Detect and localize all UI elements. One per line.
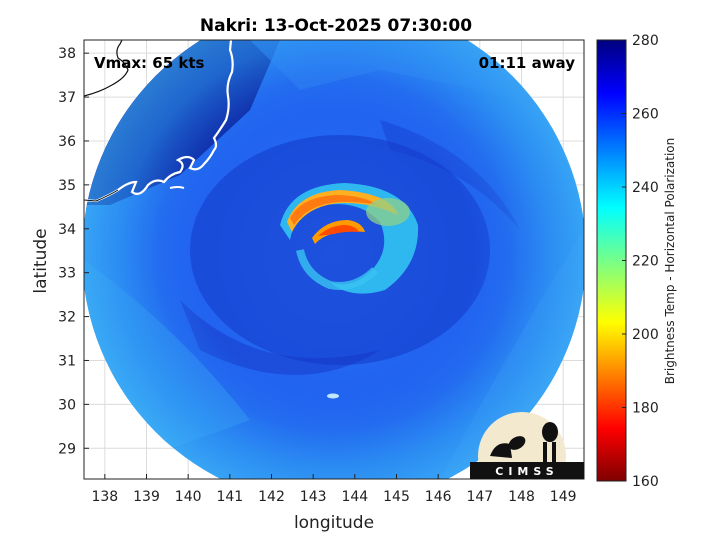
coastline (84, 40, 234, 203)
microwave-swath (84, 40, 584, 479)
x-tick-label: 146 (425, 489, 452, 505)
plot-area (84, 40, 584, 479)
colorbar-tick-label: 200 (632, 327, 659, 343)
x-axis-ticks: 138 139 140 141 142 143 144 145 146 147 148 149 (91, 474, 577, 505)
colorbar-ticks: 160 180 200 220 240 260 280 (622, 33, 659, 490)
chart-title: Nakri: 13-Oct-2025 07:30:00 (200, 16, 472, 36)
x-tick-label: 138 (91, 489, 118, 505)
x-axis-label: longitude (294, 513, 374, 533)
y-tick-label: 31 (58, 353, 76, 369)
colorbar-tick-label: 180 (632, 401, 659, 417)
x-tick-label: 144 (341, 489, 368, 505)
storm-core (280, 183, 419, 294)
x-tick-label: 141 (216, 489, 243, 505)
colorbar-tick-label: 240 (632, 180, 659, 196)
y-tick-label: 32 (58, 310, 76, 326)
y-tick-label: 29 (58, 441, 76, 457)
x-tick-label: 139 (133, 489, 160, 505)
logo-text: CIMSS (495, 465, 558, 478)
y-axis-ticks: 29 30 31 32 33 34 35 36 37 38 (58, 46, 89, 457)
x-tick-label: 149 (550, 489, 577, 505)
y-tick-label: 36 (58, 134, 76, 150)
x-tick-label: 145 (383, 489, 410, 505)
colorbar-tick-label: 220 (632, 254, 659, 270)
y-tick-label: 30 (58, 397, 76, 413)
y-tick-label: 35 (58, 178, 76, 194)
colorbar-tick-label: 160 (632, 474, 659, 490)
cimss-logo: CIMSS (470, 412, 584, 479)
colorbar-scale (596, 39, 627, 482)
colorbar-tick-label: 260 (632, 107, 659, 123)
y-tick-label: 37 (58, 90, 76, 106)
x-tick-label: 147 (466, 489, 493, 505)
y-tick-label: 34 (58, 222, 76, 238)
x-tick-label: 148 (508, 489, 535, 505)
y-axis-label: latitude (31, 228, 51, 293)
colorbar: 160 180 200 220 240 260 280 Brightness Temp - … (596, 33, 677, 490)
time-away-label: 01:11 away (479, 54, 576, 72)
y-tick-label: 33 (58, 266, 76, 282)
x-tick-label: 142 (258, 489, 285, 505)
small-feature (327, 393, 339, 399)
colorbar-tick-label: 280 (632, 33, 659, 49)
colorbar-label: Brightness Temp - Horizontal Polarizatio… (663, 138, 677, 385)
plot-frame (83, 39, 585, 480)
x-tick-label: 140 (175, 489, 202, 505)
y-tick-label: 38 (58, 46, 76, 62)
x-tick-label: 143 (300, 489, 327, 505)
vmax-label: Vmax: 65 kts (94, 54, 204, 72)
